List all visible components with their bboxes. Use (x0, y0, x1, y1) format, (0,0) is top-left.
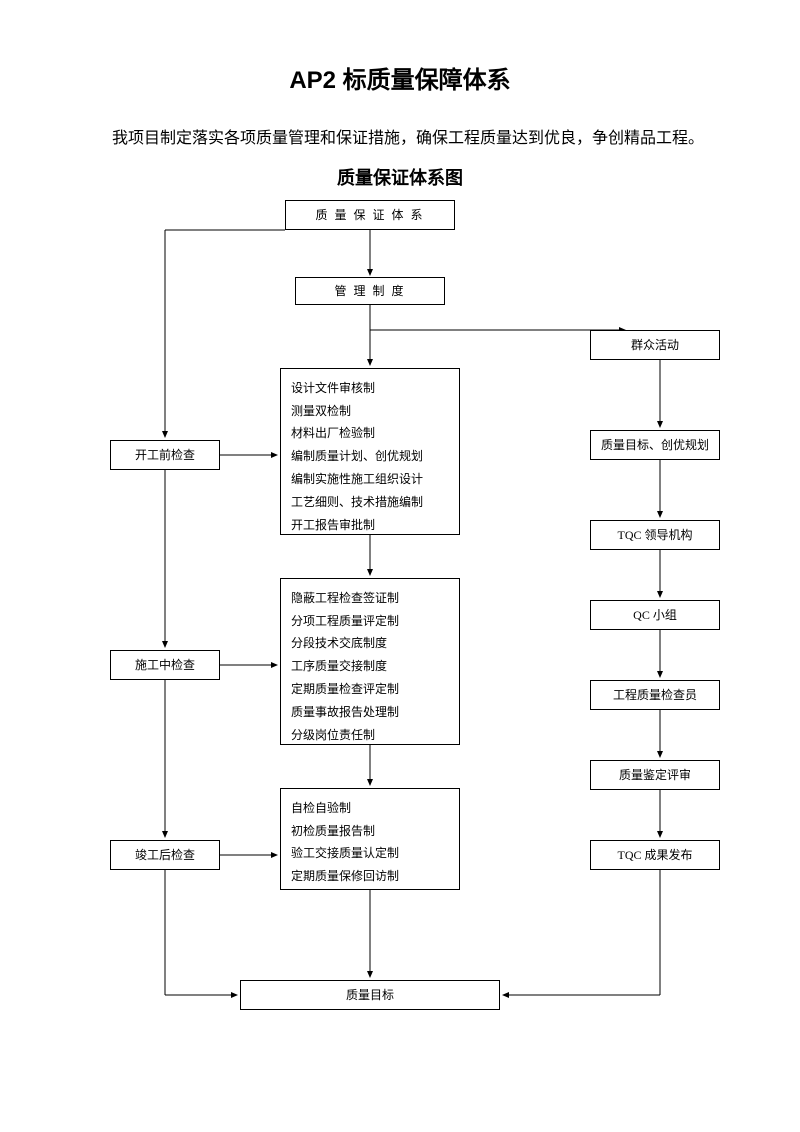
node-left3: 竣工后检查 (110, 840, 220, 870)
diagram-title: 质量保证体系图 (80, 164, 720, 190)
list-item: 分项工程质量评定制 (291, 610, 449, 633)
node-right2: TQC 领导机构 (590, 520, 720, 550)
node-mid3: 自检自验制初检质量报告制验工交接质量认定制定期质量保修回访制 (280, 788, 460, 890)
list-item: 工序质量交接制度 (291, 655, 449, 678)
list-item: 开工报告审批制 (291, 514, 449, 537)
list-item: 分级岗位责任制 (291, 724, 449, 747)
list-item: 设计文件审核制 (291, 377, 449, 400)
intro-text: 我项目制定落实各项质量管理和保证措施，确保工程质量达到优良，争创精品工程。 (80, 125, 720, 154)
node-right5: 质量鉴定评审 (590, 760, 720, 790)
list-item: 验工交接质量认定制 (291, 842, 449, 865)
node-activity: 群众活动 (590, 330, 720, 360)
node-mid1: 设计文件审核制测量双检制材料出厂检验制编制质量计划、创优规划编制实施性施工组织设… (280, 368, 460, 535)
node-top: 质 量 保 证 体 系 (285, 200, 455, 230)
node-left2: 施工中检查 (110, 650, 220, 680)
page-title: AP2 标质量保障体系 (80, 60, 720, 95)
list-item: 隐蔽工程检查签证制 (291, 587, 449, 610)
flowchart: 质 量 保 证 体 系 管 理 制 度 群众活动 开工前检查 施工中检查 竣工后… (80, 200, 720, 1060)
node-right6: TQC 成果发布 (590, 840, 720, 870)
list-item: 质量事故报告处理制 (291, 701, 449, 724)
list-item: 分段技术交底制度 (291, 632, 449, 655)
node-goal: 质量目标 (240, 980, 500, 1010)
node-right3: QC 小组 (590, 600, 720, 630)
list-item: 测量双检制 (291, 400, 449, 423)
node-right4: 工程质量检查员 (590, 680, 720, 710)
list-item: 初检质量报告制 (291, 820, 449, 843)
list-item: 自检自验制 (291, 797, 449, 820)
list-item: 工艺细则、技术措施编制 (291, 491, 449, 514)
node-left1: 开工前检查 (110, 440, 220, 470)
list-item: 编制实施性施工组织设计 (291, 468, 449, 491)
list-item: 编制质量计划、创优规划 (291, 445, 449, 468)
node-right1: 质量目标、创优规划 (590, 430, 720, 460)
node-mgmt: 管 理 制 度 (295, 277, 445, 305)
list-item: 定期质量保修回访制 (291, 865, 449, 888)
node-mid2: 隐蔽工程检查签证制分项工程质量评定制分段技术交底制度工序质量交接制度定期质量检查… (280, 578, 460, 745)
list-item: 材料出厂检验制 (291, 422, 449, 445)
list-item: 定期质量检查评定制 (291, 678, 449, 701)
